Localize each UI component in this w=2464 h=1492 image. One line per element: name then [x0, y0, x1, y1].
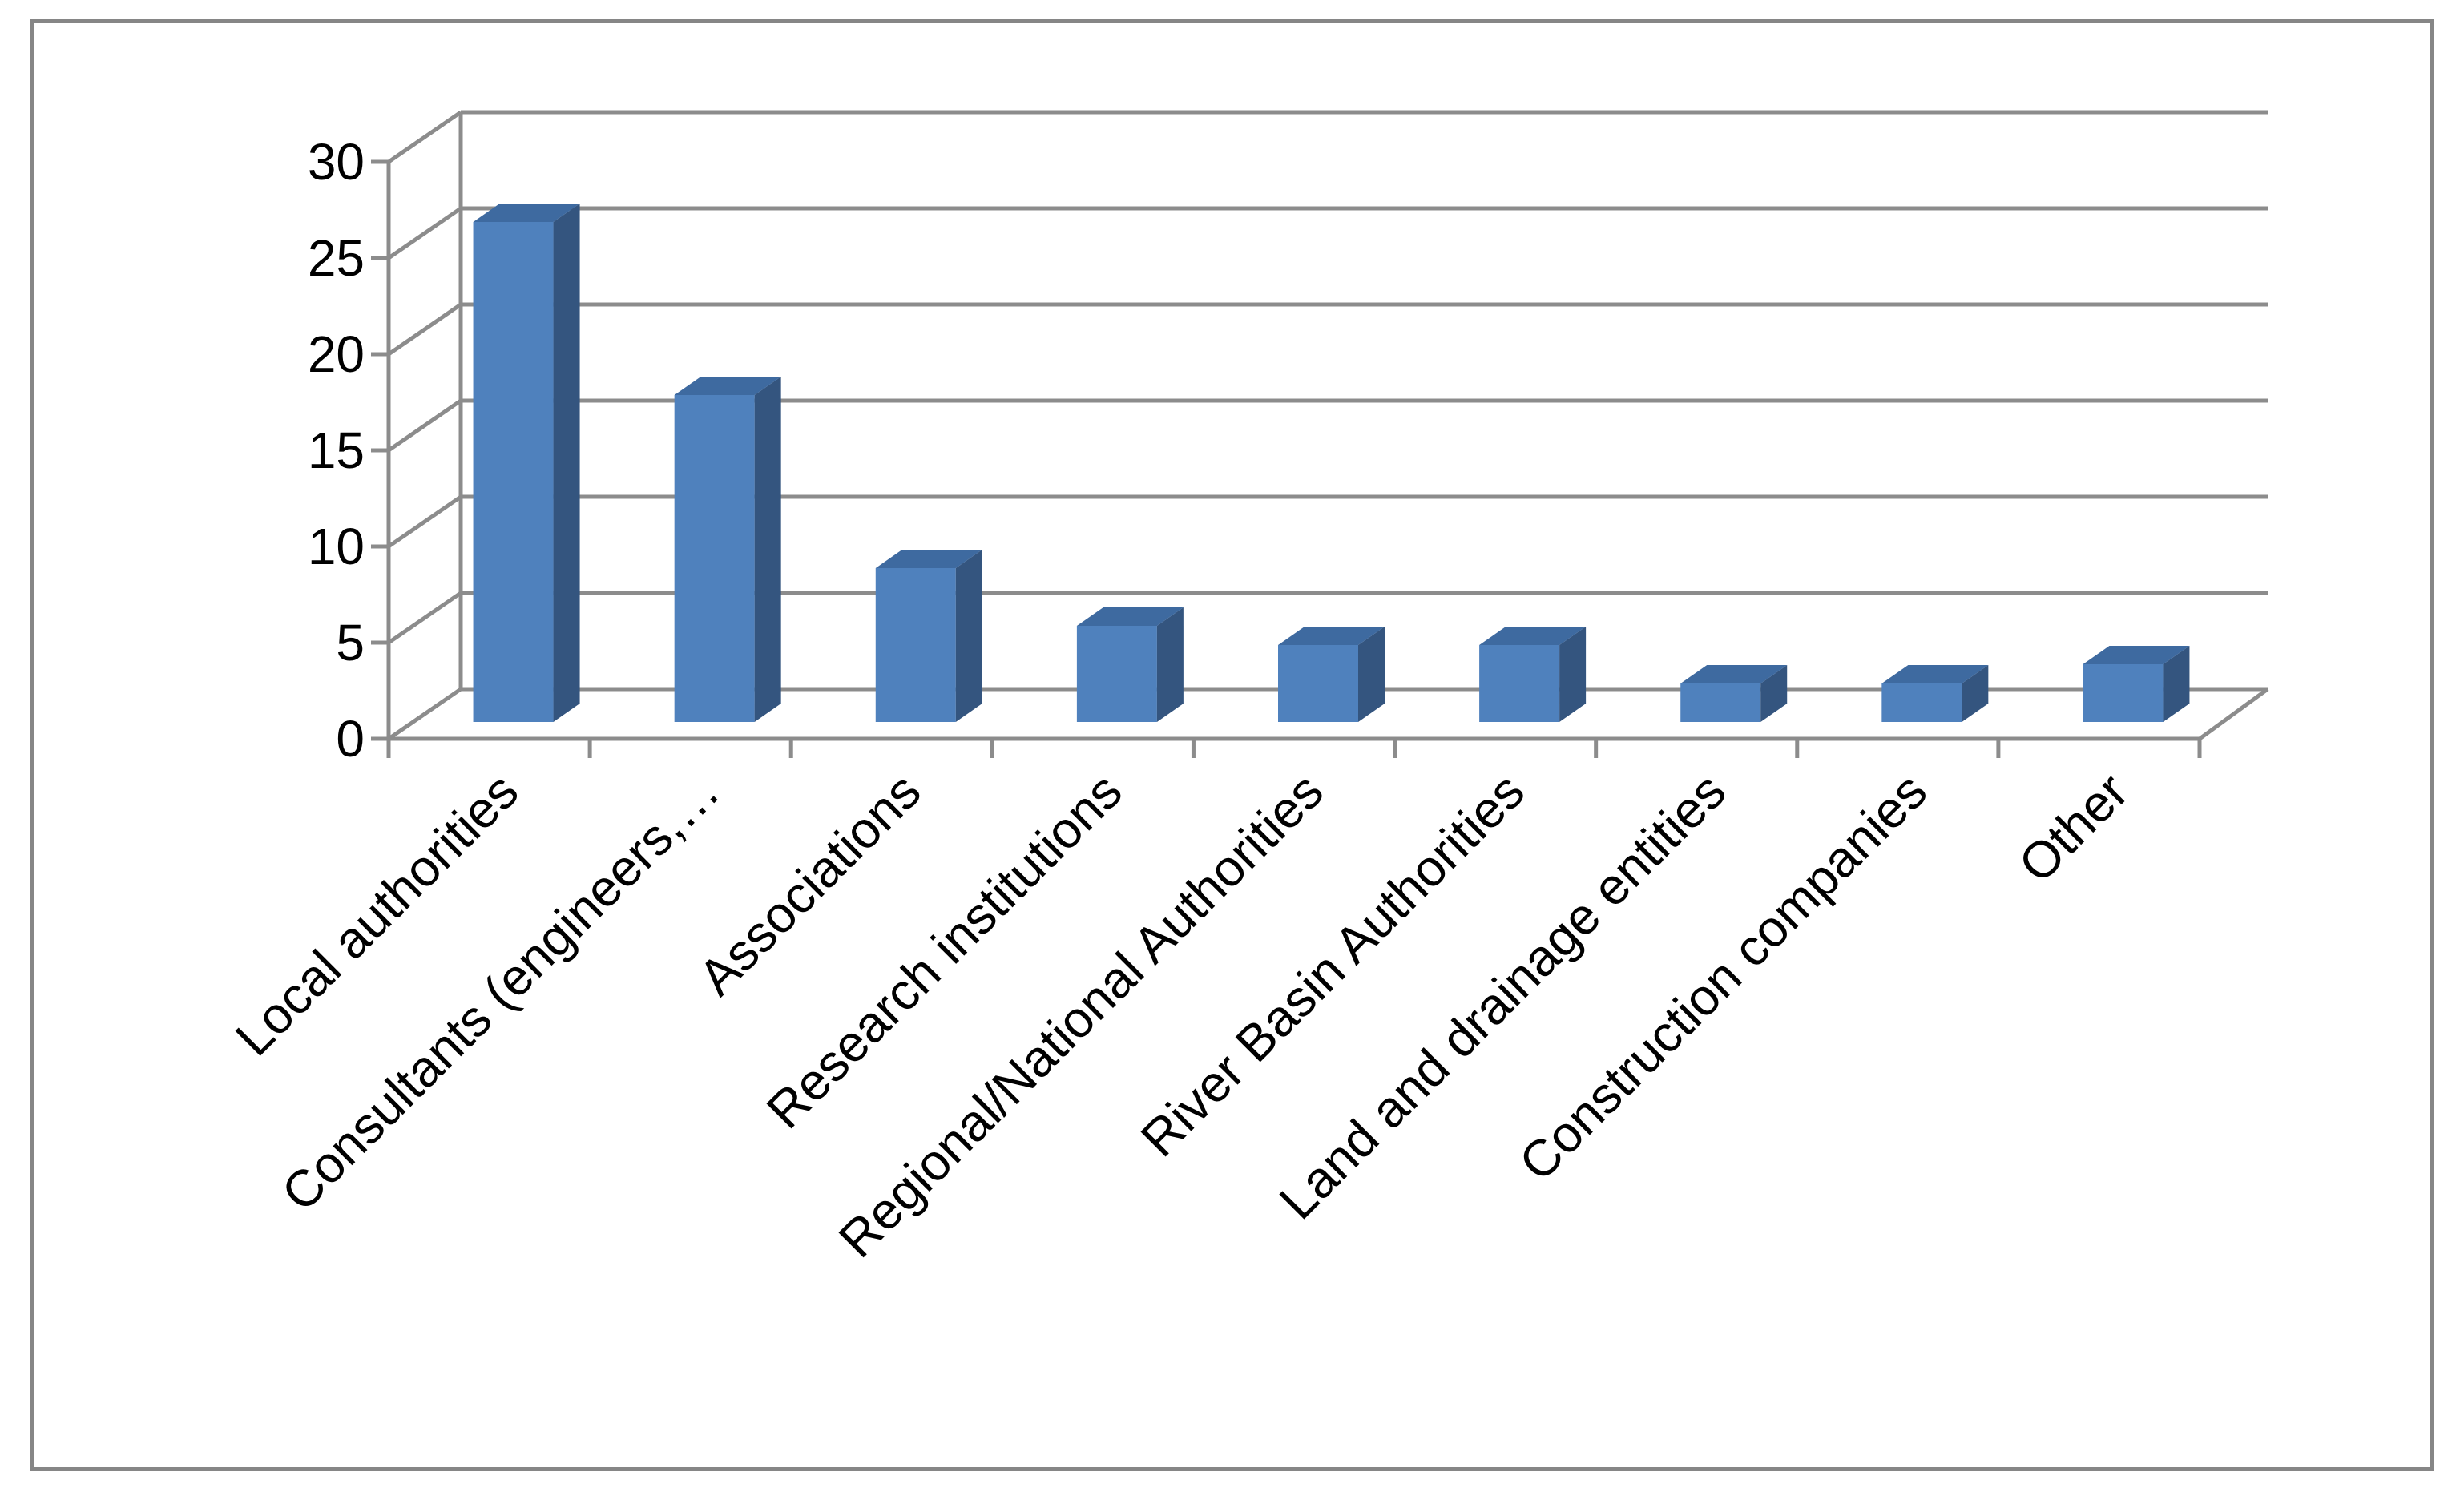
bar-side: [1760, 665, 1788, 722]
gridline-side: [387, 591, 462, 645]
bar-front: [875, 568, 956, 722]
gridline-side: [387, 302, 462, 357]
x-tick-label: Research institutions: [756, 762, 1133, 1139]
y-tick-label: 10: [308, 518, 365, 575]
bar-side: [2163, 646, 2190, 722]
y-tick-label: 20: [308, 325, 365, 383]
bar-top: [2083, 646, 2190, 664]
bar-top: [875, 550, 982, 568]
y-tick-label: 25: [308, 229, 365, 287]
bar: [1479, 627, 1587, 722]
bar-side: [1156, 607, 1184, 722]
bar-side: [553, 204, 580, 722]
bar-front: [2083, 664, 2164, 722]
bar: [1680, 665, 1788, 722]
bars: [473, 204, 2190, 722]
bar-front: [1479, 645, 1560, 722]
floor-right-edge: [2198, 687, 2269, 741]
bar-side: [1358, 627, 1385, 722]
gridline-side: [387, 687, 462, 741]
bar-side: [955, 550, 982, 722]
bar-side: [1962, 665, 1989, 722]
bar-top: [674, 377, 781, 395]
bar-front: [1076, 626, 1157, 722]
gridline-side: [387, 494, 462, 549]
y-tick-label: 15: [308, 421, 365, 479]
gridline-side: [387, 110, 462, 164]
gridline-side: [387, 206, 462, 260]
bar-front: [1680, 683, 1761, 722]
y-tick-label: 0: [336, 710, 365, 768]
bar-top: [1278, 627, 1385, 645]
bar: [674, 377, 781, 722]
bar: [875, 550, 982, 722]
bar-top: [1479, 627, 1587, 645]
bar-side: [1559, 627, 1587, 722]
bar-top: [1680, 665, 1788, 683]
x-tick-label: Other: [2007, 762, 2139, 893]
y-tick-label: 5: [336, 614, 365, 671]
bar: [2083, 646, 2190, 722]
bar: [1881, 665, 1989, 722]
chart-frame: [30, 19, 2434, 1471]
bar-front: [674, 395, 755, 722]
bar: [1076, 607, 1184, 722]
x-tick-label: River Basin Authorities: [1130, 762, 1535, 1167]
gridline-side: [387, 398, 462, 453]
bar-side: [754, 377, 781, 722]
bar-front: [1881, 683, 1962, 722]
x-axis-ticks: [386, 739, 2202, 758]
bar-top: [1076, 607, 1184, 626]
y-tick-label: 30: [308, 133, 365, 191]
bar-top: [1881, 665, 1989, 683]
y-axis-ticks: 0 5 10 15 20 25 30: [308, 133, 389, 768]
bar-top: [473, 204, 580, 222]
bar-front: [1278, 645, 1358, 722]
bar: [1278, 627, 1385, 722]
x-tick-label: Construction companies: [1508, 762, 1938, 1192]
bar-front: [473, 222, 554, 722]
bar: [473, 204, 580, 722]
